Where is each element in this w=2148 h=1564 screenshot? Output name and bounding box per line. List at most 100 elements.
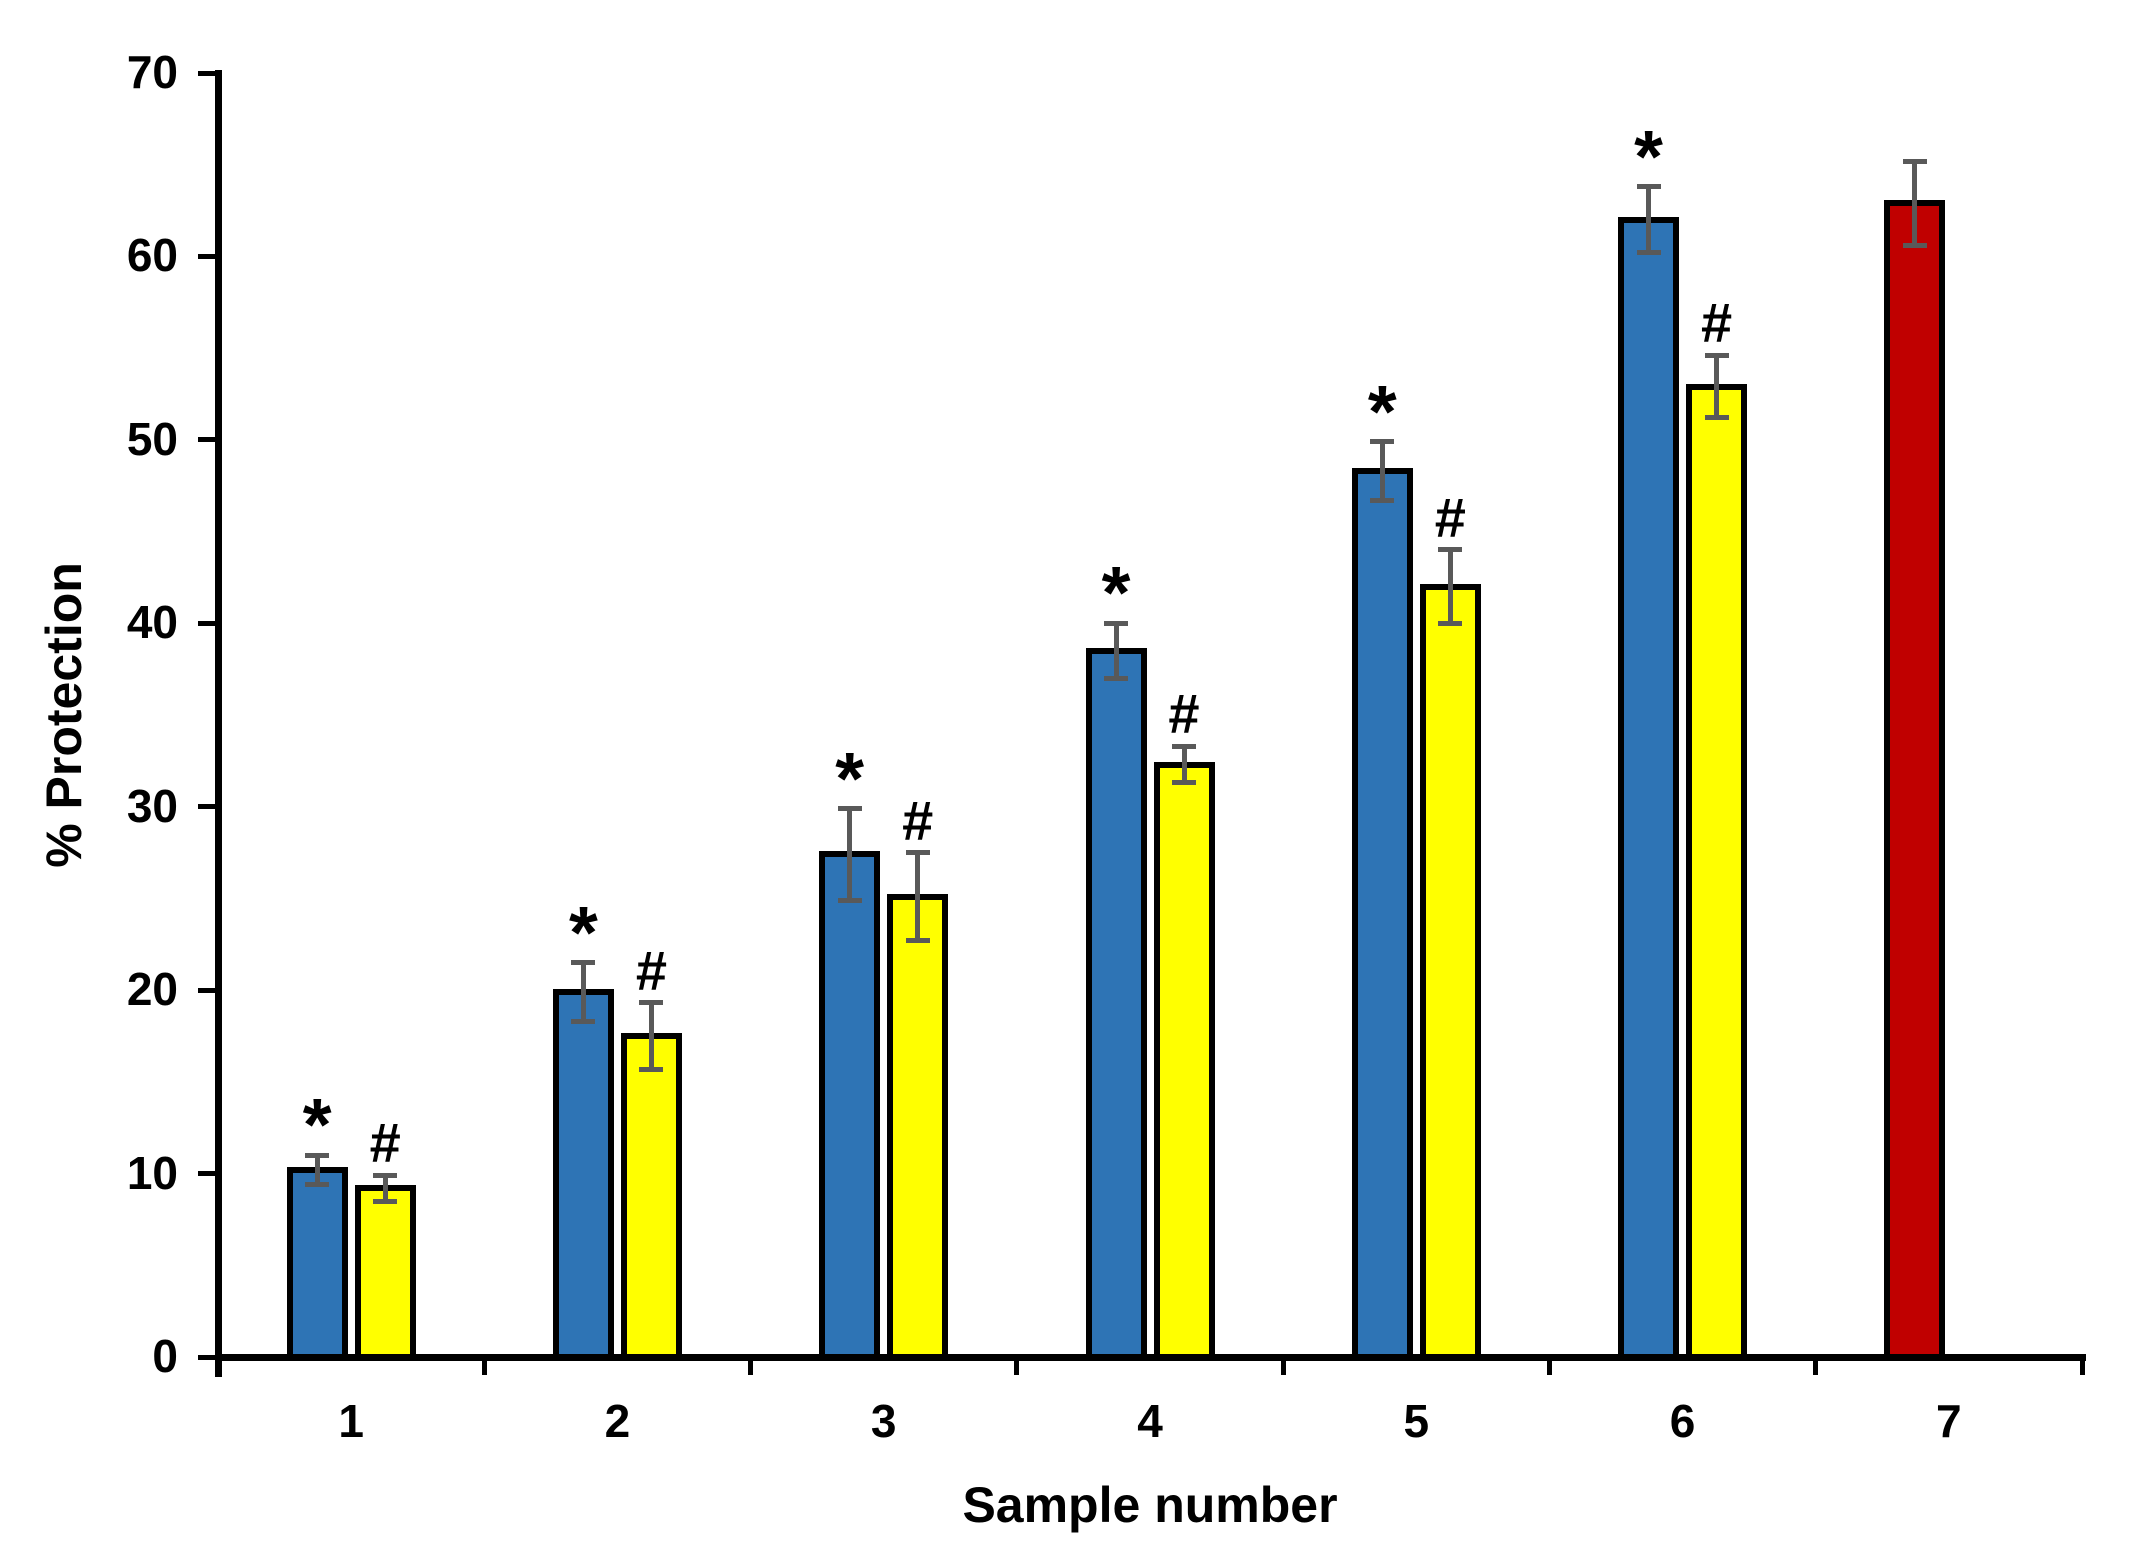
x-category-label: 1 [338, 1395, 364, 1447]
y-tick-label: 50 [126, 412, 178, 465]
error-bar-cap-bottom [571, 1018, 596, 1024]
x-category-label: 4 [1137, 1395, 1163, 1447]
significance-asterisk: * [1101, 551, 1131, 635]
x-tick-mark [1014, 1357, 1020, 1375]
error-bar-cap-top [837, 806, 862, 812]
x-category-label: 6 [1669, 1395, 1696, 1447]
error-bar-line [1181, 746, 1187, 783]
bar-blue-bars-3 [819, 851, 881, 1360]
error-bar-cap-bottom [1636, 250, 1661, 256]
x-axis-line [214, 1353, 2086, 1361]
y-tick-label: 10 [126, 1146, 178, 1199]
error-bar-cap-top [1636, 184, 1661, 190]
error-bar-line [1714, 355, 1720, 418]
error-bar-line [847, 808, 853, 901]
y-tick-mark [198, 620, 218, 626]
significance-hash: # [635, 938, 667, 1002]
significance-hash: # [369, 1111, 401, 1175]
significance-asterisk: * [569, 890, 598, 974]
error-bar-cap-bottom [639, 1066, 664, 1072]
bar-yellow-bars-3 [887, 893, 949, 1360]
y-tick-label: 70 [126, 46, 178, 98]
error-bar-line [382, 1175, 388, 1202]
bar-yellow-bars-1 [354, 1185, 416, 1360]
error-bar-cap-top [305, 1152, 330, 1158]
significance-asterisk: * [835, 736, 865, 820]
error-bar-line [648, 1002, 654, 1069]
error-bar-cap-bottom [1104, 675, 1128, 681]
x-tick-mark [1280, 1357, 1286, 1375]
error-bar-line [1379, 441, 1385, 501]
x-category-label: 5 [1403, 1395, 1430, 1447]
error-bar-line [1912, 161, 1918, 246]
error-bar-cap-bottom [305, 1182, 330, 1188]
error-bar-line [1447, 549, 1453, 624]
x-tick-mark [748, 1357, 754, 1375]
error-bar-line [580, 962, 586, 1022]
significance-hash: # [1700, 291, 1733, 355]
y-tick-mark [198, 1171, 218, 1177]
error-bar-cap-bottom [1370, 497, 1395, 503]
y-tick-mark [198, 253, 218, 259]
error-bar-line [915, 852, 921, 941]
error-bar-cap-bottom [905, 938, 930, 944]
y-tick-mark [198, 987, 218, 993]
x-axis-title: Sample number [962, 1477, 1338, 1533]
error-bar-line [314, 1155, 320, 1185]
error-bar-cap-top [1438, 547, 1463, 553]
x-category-label: 7 [1936, 1395, 1962, 1447]
error-bar-cap-bottom [1172, 780, 1196, 786]
bar-yellow-bars-5 [1419, 583, 1481, 1360]
x-tick-mark [1813, 1357, 1819, 1375]
y-axis-line [214, 70, 222, 1377]
x-tick-mark [481, 1357, 487, 1375]
significance-asterisk: * [1367, 369, 1397, 453]
y-tick-label: 0 [152, 1330, 178, 1382]
error-bar-cap-top [1704, 352, 1729, 358]
x-category-label: 3 [870, 1395, 897, 1447]
x-tick-mark [215, 1357, 221, 1375]
error-bar-cap-top [905, 850, 930, 856]
y-tick-mark [198, 1354, 218, 1360]
significance-hash: # [1434, 485, 1466, 549]
error-bar-cap-top [1172, 743, 1196, 749]
bar-blue-bars-1 [286, 1166, 348, 1360]
error-bar-cap-top [1902, 158, 1927, 164]
y-tick-label: 40 [126, 596, 178, 649]
y-tick-mark [198, 437, 218, 443]
significance-hash: # [902, 788, 934, 852]
error-bar-cap-top [1104, 620, 1128, 626]
y-tick-label: 20 [126, 963, 178, 1016]
error-bar-line [1646, 186, 1652, 253]
bar-blue-bars-6 [1618, 216, 1680, 1360]
bar-yellow-bars-6 [1686, 383, 1748, 1360]
error-bar-cap-top [571, 960, 596, 966]
x-category-label: 2 [604, 1395, 631, 1447]
bar-blue-bars-4 [1085, 647, 1147, 1360]
bar-blue-bars-5 [1351, 468, 1413, 1360]
error-bar-cap-bottom [1902, 242, 1927, 248]
y-tick-label: 60 [126, 229, 178, 282]
error-bar-cap-bottom [373, 1198, 398, 1204]
significance-hash: # [1168, 682, 1200, 746]
error-bar-cap-top [1370, 439, 1395, 445]
error-bar-cap-bottom [1704, 415, 1729, 421]
bar-red-bar-7 [1884, 200, 1946, 1360]
error-bar-cap-top [373, 1172, 398, 1178]
error-bar-line [1113, 623, 1119, 679]
error-bar-cap-bottom [837, 897, 862, 903]
y-tick-mark [198, 70, 218, 76]
significance-asterisk: * [302, 1083, 332, 1167]
error-bar-cap-top [639, 1000, 664, 1006]
x-tick-mark [2079, 1357, 2085, 1375]
error-bar-cap-bottom [1438, 620, 1463, 626]
x-tick-mark [1546, 1357, 1552, 1375]
bar-yellow-bars-4 [1153, 761, 1215, 1360]
bar-yellow-bars-2 [620, 1033, 682, 1360]
bar-blue-bars-2 [552, 988, 614, 1360]
significance-asterisk: * [1634, 114, 1663, 198]
y-tick-label: 30 [126, 779, 178, 832]
y-tick-mark [198, 804, 218, 810]
